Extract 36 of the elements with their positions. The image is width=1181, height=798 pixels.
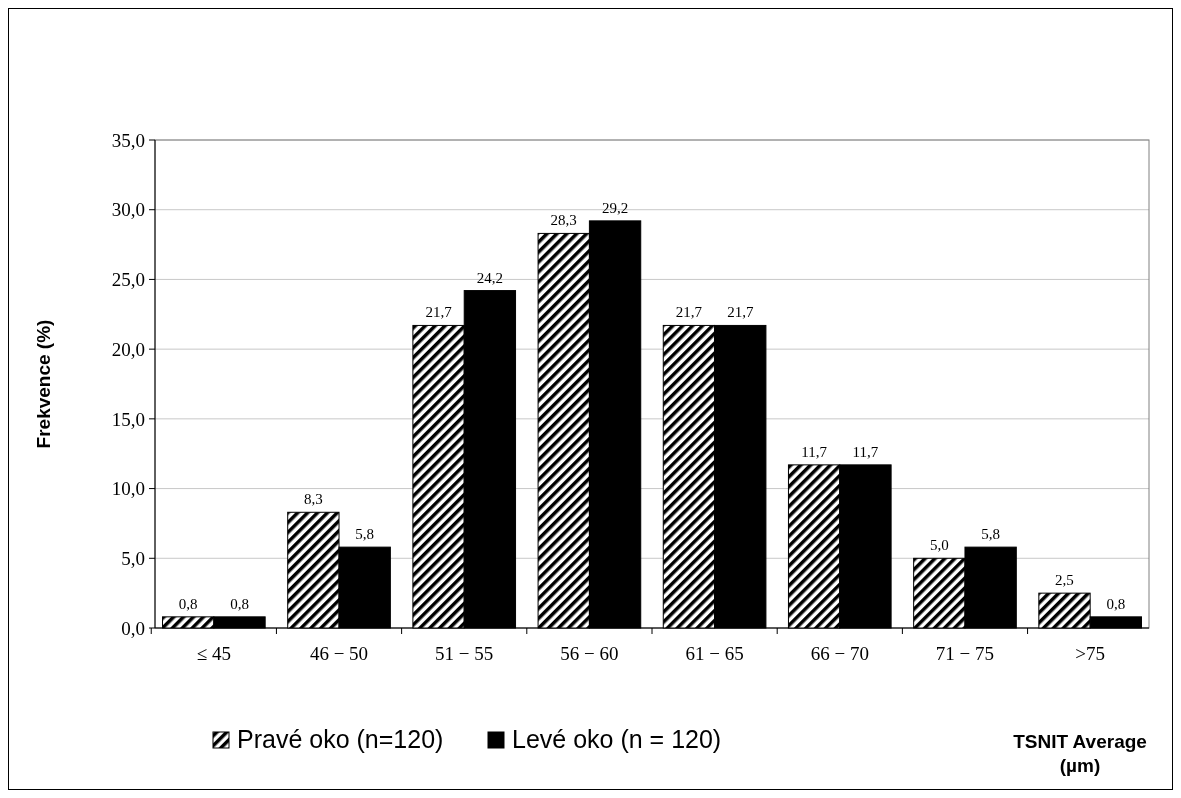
y-tick-label: 25,0 — [111, 269, 145, 291]
data-label: 21,7 — [727, 304, 754, 321]
x-tick-label: 46 − 50 — [309, 643, 369, 664]
data-label: 28,3 — [550, 212, 577, 229]
data-label: 5,8 — [355, 526, 375, 543]
data-label: 11,7 — [852, 443, 879, 460]
data-label: 2,5 — [1055, 572, 1074, 589]
data-label: 21,7 — [675, 304, 703, 321]
legend-label: Pravé oko (n=120) — [237, 725, 444, 753]
data-label: 24,2 — [476, 269, 504, 286]
y-tick-label: 20,0 — [111, 338, 145, 360]
data-label: 5,0 — [929, 537, 949, 554]
x-tick-label: ≤ 45 — [196, 643, 231, 664]
x-tick-label: >75 — [1075, 643, 1106, 664]
x-tick-label: 56 − 60 — [560, 643, 619, 664]
data-label: 21,7 — [425, 304, 453, 321]
data-label: 8,3 — [303, 491, 323, 508]
y-tick-label: 15,0 — [111, 408, 145, 430]
y-tick-label: 10,0 — [111, 478, 145, 500]
legend-label: Levé oko (n = 120) — [512, 725, 722, 753]
x-axis-title: TSNIT Average (µm) — [1013, 731, 1147, 776]
y-tick-label: 5,0 — [121, 547, 145, 569]
x-tick-label: 66 − 70 — [810, 643, 869, 664]
data-label: 0,8 — [1106, 595, 1126, 612]
y-tick-label: 0,0 — [121, 617, 145, 639]
y-axis-title: Frekvence (%) — [33, 319, 54, 449]
data-label: 29,2 — [601, 199, 629, 216]
data-label: 0,8 — [178, 595, 198, 612]
data-label: 11,7 — [801, 443, 828, 460]
y-tick-label: 35,0 — [111, 129, 145, 151]
x-tick-label: 51 − 55 — [435, 643, 494, 664]
data-label: 0,8 — [230, 595, 249, 612]
x-tick-label: 71 − 75 — [935, 643, 995, 664]
x-tick-label: 61 − 65 — [685, 643, 744, 664]
data-label: 5,8 — [981, 526, 1001, 543]
y-tick-label: 30,0 — [111, 199, 145, 221]
